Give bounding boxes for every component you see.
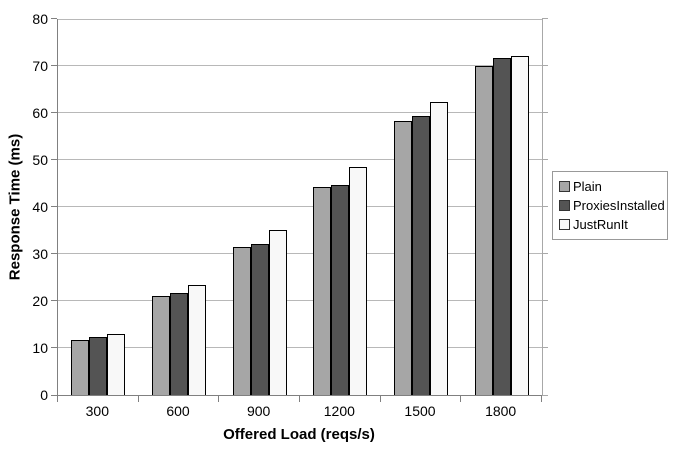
bar-justrunit-1500: [430, 102, 448, 395]
bar-plain-1200: [313, 187, 331, 395]
gridline-y70: [58, 65, 542, 66]
bar-proxiesinstalled-1500: [412, 116, 430, 395]
y-tick-label-0: 0: [40, 387, 48, 403]
x-tick-label-900: 900: [246, 403, 271, 419]
right-border-tick: [542, 18, 548, 19]
y-tick-label-10: 10: [32, 340, 48, 356]
x-axis-tick: [57, 396, 58, 402]
right-border-tick: [542, 112, 548, 113]
gridline-y80: [58, 19, 542, 20]
x-axis-tick: [380, 396, 381, 402]
right-border-tick: [542, 159, 548, 160]
bar-proxiesinstalled-1800: [493, 58, 511, 395]
x-axis-tick: [541, 396, 542, 402]
y-axis-tick: [51, 347, 57, 348]
bar-proxiesinstalled-1200: [331, 185, 349, 395]
gridline-y10: [58, 347, 542, 348]
y-tick-label-30: 30: [32, 246, 48, 262]
x-axis-tick: [218, 396, 219, 402]
bar-proxiesinstalled-300: [89, 337, 107, 395]
x-tick-label-1500: 1500: [404, 403, 436, 419]
x-axis-tick: [460, 396, 461, 402]
right-border-tick: [542, 253, 548, 254]
x-axis-tick: [299, 396, 300, 402]
bar-proxiesinstalled-600: [170, 293, 188, 395]
bar-justrunit-1200: [349, 167, 367, 395]
right-border-tick: [542, 347, 548, 348]
bar-justrunit-900: [269, 230, 287, 395]
bar-plain-1500: [394, 121, 412, 395]
y-axis-tick: [51, 206, 57, 207]
right-border-tick: [542, 206, 548, 207]
legend-item-plain: Plain: [559, 177, 661, 196]
legend-marker-icon: [559, 200, 570, 211]
right-border-tick: [542, 300, 548, 301]
legend-item-justrunit: JustRunIt: [559, 215, 661, 234]
bar-plain-1800: [475, 66, 493, 395]
y-tick-label-60: 60: [32, 105, 48, 121]
bar-proxiesinstalled-900: [251, 244, 269, 395]
x-tick-label-1200: 1200: [323, 403, 355, 419]
gridline-y50: [58, 159, 542, 160]
x-axis-tick: [138, 396, 139, 402]
y-axis-tick: [51, 112, 57, 113]
y-tick-label-80: 80: [32, 11, 48, 27]
y-tick-label-40: 40: [32, 199, 48, 215]
x-tick-label-600: 600: [166, 403, 190, 419]
bar-justrunit-1800: [511, 56, 529, 395]
y-axis-tick: [51, 159, 57, 160]
legend-marker-icon: [559, 219, 570, 230]
gridline-y30: [58, 253, 542, 254]
y-axis-tick: [51, 253, 57, 254]
legend-label: JustRunIt: [573, 217, 628, 232]
bar-plain-300: [71, 340, 89, 395]
gridline-y40: [58, 206, 542, 207]
y-axis-tick: [51, 65, 57, 66]
right-border-tick: [542, 395, 548, 396]
y-axis-tick: [51, 18, 57, 19]
x-tick-label-300: 300: [85, 403, 109, 419]
x-axis-title: Offered Load (reqs/s): [223, 426, 375, 443]
y-tick-label-20: 20: [32, 293, 48, 309]
right-border-tick: [542, 65, 548, 66]
bar-plain-600: [152, 296, 170, 395]
legend-label: ProxiesInstalled: [573, 198, 665, 213]
plot-area: [57, 19, 543, 396]
gridline-y60: [58, 112, 542, 113]
y-tick-label-70: 70: [32, 58, 48, 74]
bar-justrunit-300: [107, 334, 125, 395]
y-axis-tick: [51, 395, 57, 396]
gridline-y20: [58, 300, 542, 301]
legend: Plain ProxiesInstalled JustRunIt: [552, 171, 668, 240]
legend-marker-icon: [559, 181, 570, 192]
x-tick-label-1800: 1800: [485, 403, 517, 419]
bar-justrunit-600: [188, 285, 206, 395]
legend-item-proxiesinstalled: ProxiesInstalled: [559, 196, 665, 215]
y-tick-label-50: 50: [32, 152, 48, 168]
legend-label: Plain: [573, 179, 602, 194]
y-axis-tick: [51, 300, 57, 301]
bar-plain-900: [233, 247, 251, 395]
